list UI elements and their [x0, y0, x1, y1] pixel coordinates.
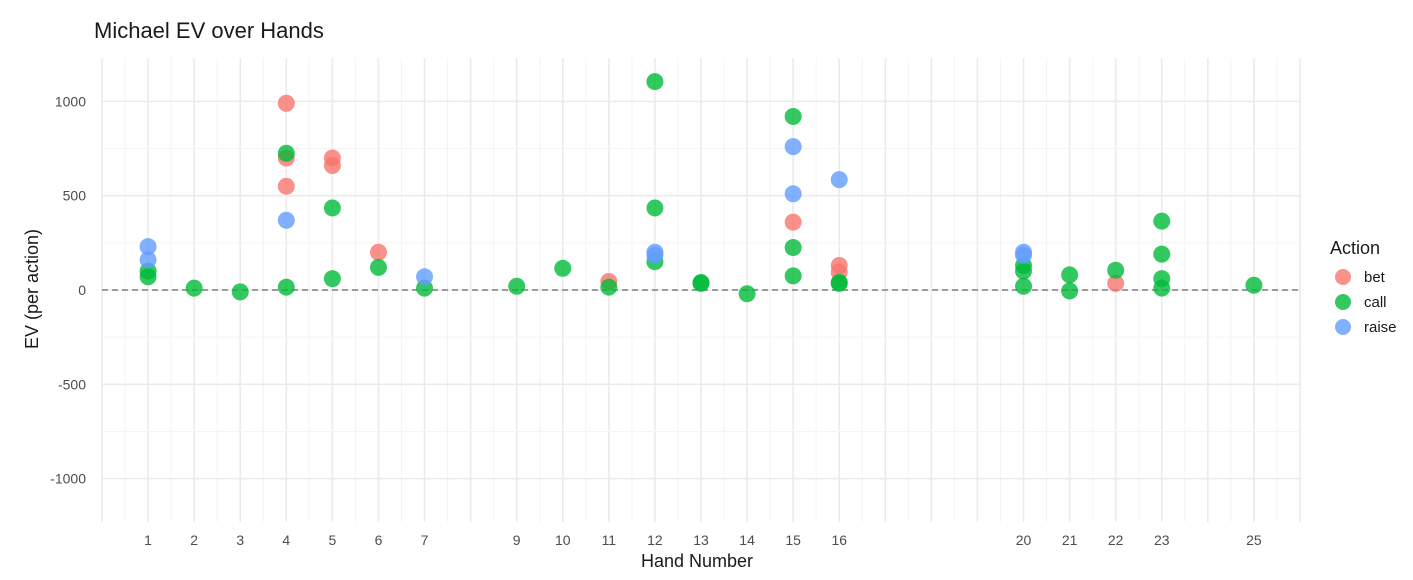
- point-call: [185, 279, 203, 297]
- point-call: [231, 283, 249, 301]
- point-raise: [784, 138, 802, 156]
- x-tick-label: 23: [1154, 532, 1170, 548]
- point-raise: [784, 185, 802, 203]
- point-call: [508, 277, 526, 295]
- point-bet: [369, 243, 387, 261]
- data-points: [139, 73, 1263, 303]
- y-tick-label: -1000: [50, 471, 86, 487]
- legend: Action bet call raise: [1330, 238, 1397, 336]
- point-call: [1153, 212, 1171, 230]
- x-tick-label: 5: [328, 532, 336, 548]
- point-bet: [323, 157, 341, 175]
- x-tick-label: 20: [1016, 532, 1032, 548]
- y-tick-label: 1000: [55, 93, 86, 109]
- point-raise: [830, 171, 848, 189]
- x-tick-label: 12: [647, 532, 663, 548]
- point-call: [784, 107, 802, 125]
- point-call: [1061, 266, 1079, 284]
- x-tick-label: 21: [1062, 532, 1078, 548]
- legend-title: Action: [1330, 238, 1380, 258]
- legend-key-bet: [1335, 269, 1351, 285]
- point-raise: [139, 251, 157, 269]
- point-call: [323, 199, 341, 217]
- point-call: [277, 144, 295, 162]
- x-tick-label: 2: [190, 532, 198, 548]
- y-axis-title: EV (per action): [22, 229, 42, 349]
- x-tick-label: 1: [144, 532, 152, 548]
- point-call: [830, 274, 848, 292]
- point-call: [1153, 245, 1171, 263]
- x-axis-ticks: 1 2 3 4 5 6 7 9 10 11 12 13 14 15 16 20 21 22 23 25: [144, 532, 1262, 548]
- point-call: [738, 285, 756, 303]
- point-call: [784, 239, 802, 257]
- x-tick-label: 7: [421, 532, 429, 548]
- point-call: [1015, 277, 1033, 295]
- legend-label-bet: bet: [1364, 269, 1386, 286]
- point-raise: [416, 268, 434, 286]
- point-call: [784, 267, 802, 285]
- point-bet: [784, 213, 802, 231]
- x-tick-label: 16: [831, 532, 847, 548]
- x-tick-label: 13: [693, 532, 709, 548]
- point-bet: [277, 94, 295, 112]
- point-raise: [1015, 246, 1033, 264]
- point-call: [554, 259, 572, 277]
- point-raise: [277, 211, 295, 229]
- legend-label-call: call: [1364, 294, 1387, 311]
- point-bet: [277, 177, 295, 195]
- legend-label-raise: raise: [1364, 319, 1397, 336]
- point-call: [646, 73, 664, 91]
- x-tick-label: 25: [1246, 532, 1262, 548]
- y-tick-label: 500: [63, 188, 87, 204]
- x-tick-label: 14: [739, 532, 755, 548]
- x-tick-label: 11: [602, 532, 617, 548]
- x-tick-label: 15: [785, 532, 801, 548]
- x-tick-label: 6: [375, 532, 383, 548]
- point-call: [139, 268, 157, 286]
- point-call: [1015, 262, 1033, 280]
- point-call: [1107, 261, 1125, 279]
- y-tick-label: 0: [78, 282, 86, 298]
- point-call: [1245, 276, 1263, 294]
- x-tick-label: 10: [555, 532, 571, 548]
- legend-key-raise: [1335, 319, 1351, 335]
- x-tick-label: 9: [513, 532, 521, 548]
- x-tick-label: 3: [236, 532, 244, 548]
- point-call: [1061, 282, 1079, 300]
- point-call: [646, 199, 664, 217]
- point-bet: [1107, 274, 1125, 292]
- point-raise: [646, 246, 664, 264]
- y-axis-ticks: -1000 -500 0 500 1000: [50, 93, 86, 486]
- legend-key-call: [1335, 294, 1351, 310]
- point-call: [323, 270, 341, 288]
- point-call: [277, 278, 295, 296]
- point-call: [692, 274, 710, 292]
- y-tick-label: -500: [58, 376, 86, 392]
- x-axis-title: Hand Number: [641, 551, 753, 571]
- point-call: [369, 258, 387, 276]
- point-call: [600, 278, 618, 296]
- point-raise: [139, 238, 157, 256]
- point-call: [1153, 279, 1171, 297]
- chart-title: Michael EV over Hands: [94, 18, 324, 43]
- x-tick-label: 4: [282, 532, 290, 548]
- x-tick-label: 22: [1108, 532, 1124, 548]
